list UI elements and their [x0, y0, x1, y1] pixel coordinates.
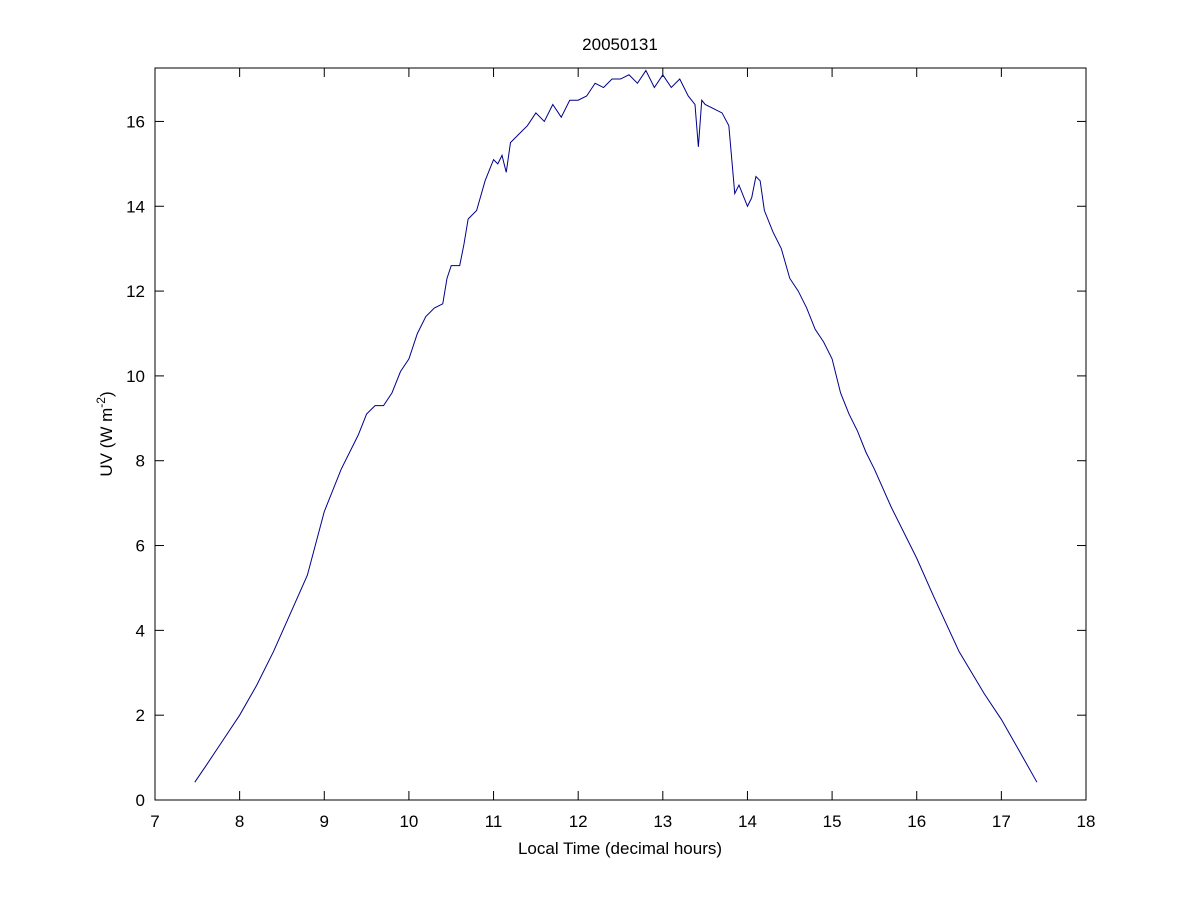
y-label-sup: -2 [94, 397, 108, 408]
chart-title: 20050131 [582, 35, 658, 54]
x-axis-label: Local Time (decimal hours) [518, 839, 722, 858]
x-tick-label: 14 [738, 812, 757, 831]
y-tick-label: 0 [136, 791, 145, 810]
y-label-main: UV (W m [97, 408, 116, 477]
x-tick-label: 12 [569, 812, 588, 831]
y-tick-label: 14 [126, 197, 145, 216]
x-tick-label: 10 [399, 812, 418, 831]
x-tick-label: 9 [320, 812, 329, 831]
plot-area [154, 67, 1087, 801]
y-axis-label: UV (W m-2) [94, 391, 116, 476]
x-tick-label: 16 [907, 812, 926, 831]
x-tick-label: 8 [235, 812, 244, 831]
y-label-tail: ) [97, 391, 116, 397]
y-tick-label: 4 [136, 621, 145, 640]
y-tick-label: 10 [126, 367, 145, 386]
x-tick-label: 18 [1077, 812, 1096, 831]
y-tick-label: 12 [126, 282, 145, 301]
x-tick-label: 11 [485, 812, 503, 831]
x-tick-label: 7 [150, 812, 159, 831]
x-tick-label: 13 [653, 812, 672, 831]
data-line [194, 69, 1038, 783]
y-tick-label: 16 [126, 112, 145, 131]
x-tick-label: 17 [992, 812, 1011, 831]
y-tick-label: 6 [136, 537, 145, 556]
y-tick-label: 2 [136, 706, 145, 725]
x-tick-label: 15 [823, 812, 842, 831]
y-tick-label: 8 [136, 452, 145, 471]
